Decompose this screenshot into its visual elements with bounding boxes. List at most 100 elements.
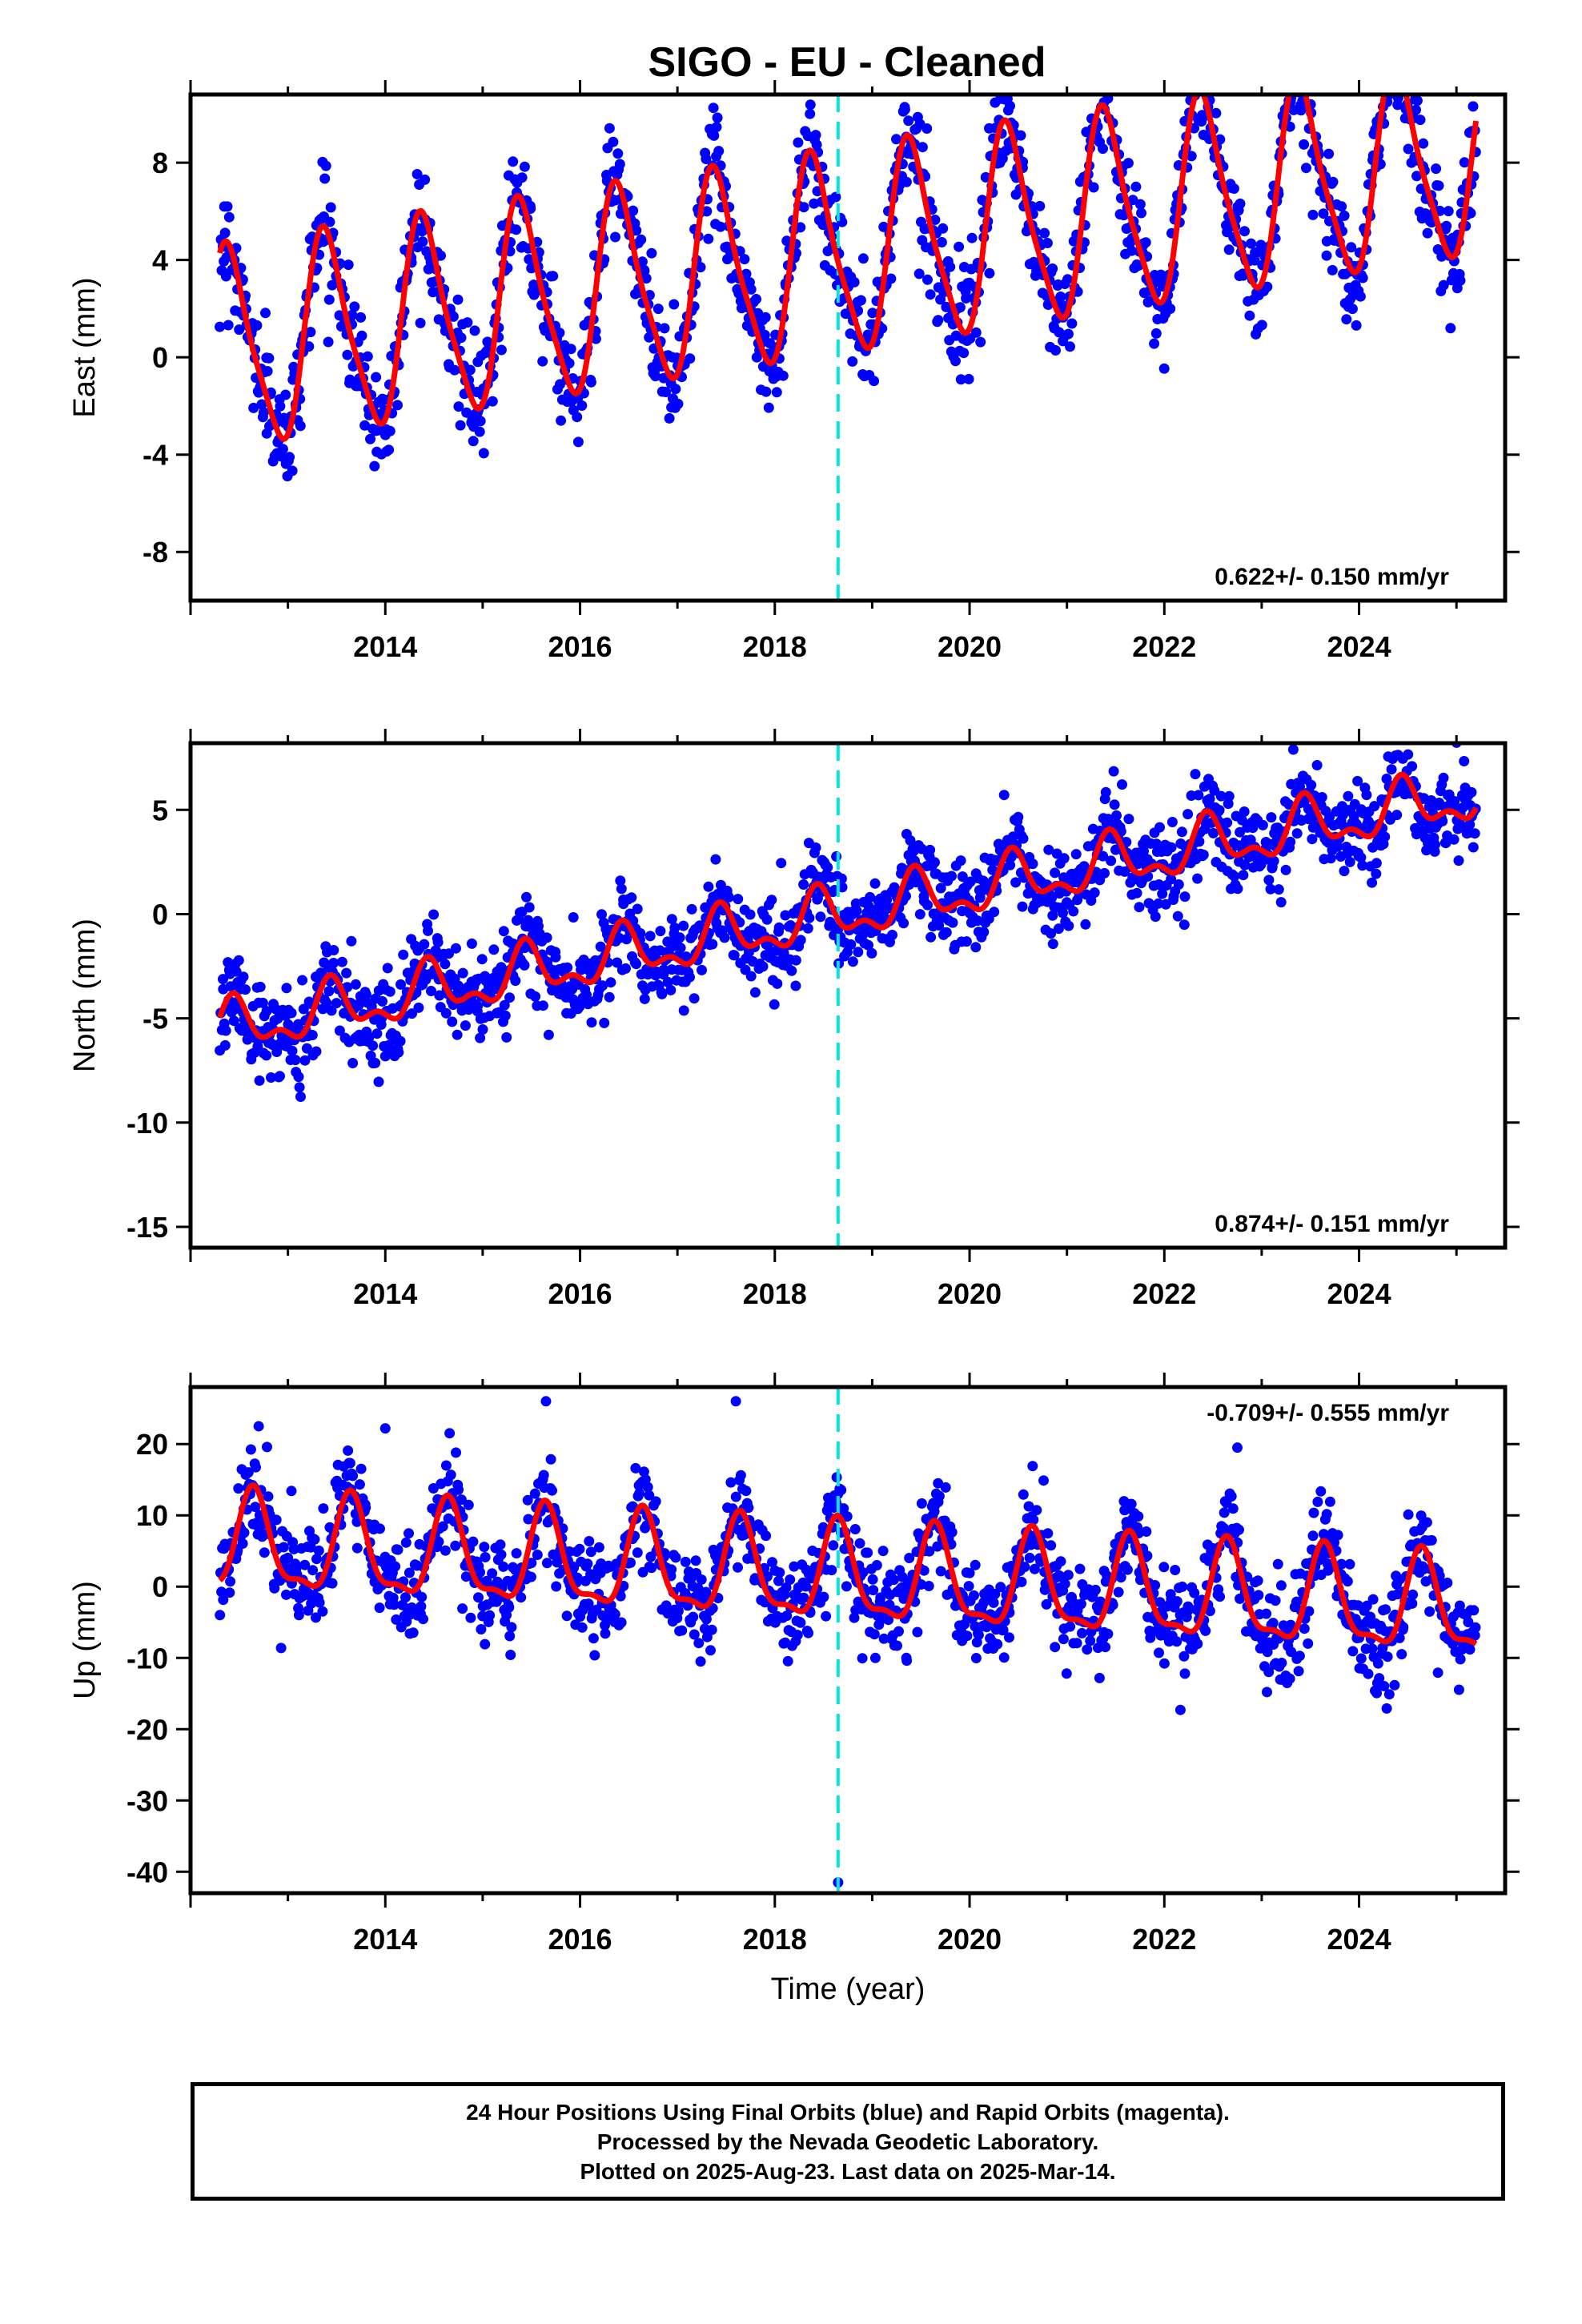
- data-point: [1431, 163, 1442, 175]
- data-point: [516, 1592, 527, 1603]
- data-point: [636, 234, 647, 245]
- footer-line-2: Processed by the Nevada Geodetic Laborat…: [596, 2129, 1099, 2154]
- data-point: [1300, 60, 1311, 70]
- data-point: [1430, 839, 1440, 850]
- data-point: [830, 191, 841, 203]
- data-point: [1232, 883, 1243, 895]
- y-tick-label: 10: [136, 1499, 168, 1532]
- data-point: [631, 225, 642, 236]
- panel-up: 2014 2016 2018 2020 2022 2024-40-30-20-100102…: [68, 1373, 1520, 2006]
- data-point: [1004, 1632, 1014, 1643]
- data-point: [1227, 1503, 1239, 1514]
- data-point: [711, 122, 722, 133]
- data-point: [275, 400, 286, 412]
- data-point: [955, 855, 966, 866]
- data-point: [1108, 766, 1119, 777]
- data-point: [1222, 817, 1233, 828]
- data-point: [452, 294, 464, 305]
- data-point: [1267, 1618, 1279, 1629]
- data-point: [1151, 838, 1162, 850]
- data-point: [475, 1032, 486, 1043]
- data-point: [519, 959, 530, 971]
- data-point: [1178, 919, 1190, 931]
- data-point: [349, 301, 360, 312]
- data-point: [499, 999, 510, 1011]
- data-point: [1387, 18, 1397, 28]
- data-point: [1144, 296, 1155, 307]
- data-point: [319, 173, 331, 184]
- data-point: [1468, 101, 1479, 112]
- data-point: [347, 309, 358, 320]
- data-point: [321, 997, 332, 1008]
- data-point: [1158, 363, 1170, 374]
- data-point: [670, 1552, 681, 1563]
- data-point: [869, 1629, 880, 1640]
- data-point: [219, 227, 231, 239]
- data-point: [496, 1549, 507, 1560]
- data-point: [1469, 828, 1480, 839]
- data-point: [1470, 1622, 1481, 1633]
- data-point: [1361, 790, 1372, 801]
- data-point: [673, 398, 684, 409]
- data-point: [362, 351, 373, 362]
- data-point: [584, 1536, 595, 1546]
- data-point: [1351, 320, 1362, 331]
- data-point: [822, 862, 833, 873]
- data-point: [225, 1576, 236, 1587]
- data-point: [298, 1003, 309, 1015]
- data-point: [892, 1640, 902, 1651]
- data-point: [1198, 849, 1209, 860]
- data-point: [1311, 760, 1323, 770]
- data-point: [1389, 57, 1399, 67]
- data-point: [305, 327, 316, 338]
- data-point: [476, 954, 488, 965]
- data-point: [1299, 139, 1310, 150]
- data-point: [254, 1075, 265, 1086]
- data-point: [688, 1611, 699, 1622]
- data-point: [1298, 58, 1308, 68]
- data-point: [869, 878, 881, 889]
- data-point: [954, 241, 965, 252]
- data-point: [1127, 195, 1138, 206]
- data-point: [342, 349, 353, 360]
- data-point: [849, 276, 860, 287]
- data-point: [901, 891, 911, 902]
- data-point: [1059, 1578, 1070, 1590]
- data-point: [695, 262, 706, 273]
- data-point: [1386, 764, 1397, 775]
- data-point: [550, 951, 561, 963]
- data-point: [831, 851, 842, 862]
- data-point: [576, 1622, 588, 1633]
- data-point: [1347, 1646, 1359, 1657]
- data-point: [354, 1479, 365, 1490]
- data-point: [1053, 923, 1064, 935]
- data-point: [1379, 831, 1391, 842]
- data-point: [400, 1537, 412, 1548]
- data-point: [251, 1462, 261, 1473]
- data-point: [1099, 867, 1110, 879]
- data-point: [735, 1470, 746, 1481]
- data-point: [1318, 208, 1329, 219]
- data-point: [670, 384, 681, 395]
- data-point: [369, 460, 380, 472]
- rate-label: -0.709+/- 0.555 mm/yr: [1207, 1400, 1449, 1426]
- data-point: [741, 1486, 752, 1497]
- data-point: [1238, 270, 1249, 281]
- data-point: [468, 1536, 479, 1547]
- data-point: [568, 912, 579, 923]
- data-point: [1411, 104, 1421, 115]
- data-point: [1273, 884, 1284, 895]
- data-point: [293, 1610, 304, 1621]
- data-point: [935, 1566, 946, 1577]
- data-point: [1380, 1604, 1391, 1615]
- data-point: [413, 1002, 424, 1013]
- data-point: [1113, 1586, 1124, 1598]
- data-point: [1047, 263, 1058, 274]
- data-point: [301, 1043, 312, 1054]
- data-point: [771, 387, 782, 398]
- data-point: [803, 1627, 814, 1638]
- data-point: [1055, 292, 1066, 302]
- data-point: [1381, 1703, 1392, 1714]
- data-point: [912, 1626, 923, 1638]
- data-point: [652, 304, 664, 315]
